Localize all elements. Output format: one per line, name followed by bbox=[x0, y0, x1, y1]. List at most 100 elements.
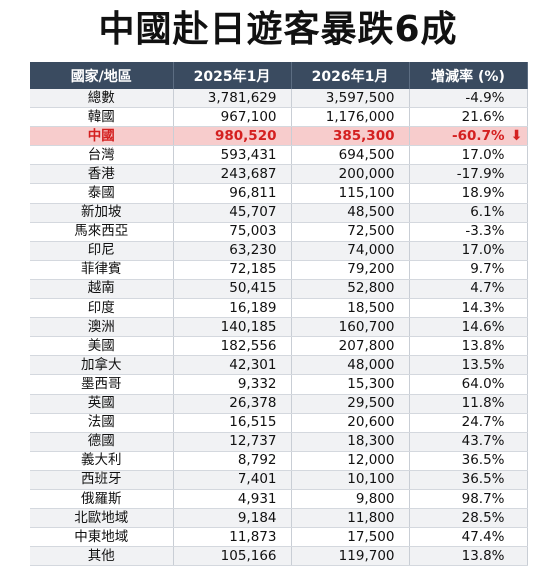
cell-change-rate: 64.0% bbox=[409, 374, 528, 395]
cell-2026-jan: 20,600 bbox=[291, 413, 410, 433]
cell-text: 9,800 bbox=[355, 490, 395, 507]
cell-text: 越南 bbox=[87, 280, 115, 297]
cell-2025-jan: 26,378 bbox=[173, 394, 292, 414]
cell-text: 11,873 bbox=[229, 528, 277, 545]
cell-text: 980,520 bbox=[215, 127, 277, 144]
table-row: 台灣 593,431 694,500 17.0% bbox=[30, 145, 528, 166]
visitor-table: 國家/地區 2025年1月 2026年1月 增減率 (%) 總數 3,781,62… bbox=[30, 62, 528, 566]
cell-change-rate: 11.8% bbox=[409, 394, 528, 414]
cell-2025-jan: 967,100 bbox=[173, 107, 292, 128]
cell-2026-jan: 48,000 bbox=[291, 355, 410, 376]
column-header-2026-jan: 2026年1月 bbox=[291, 62, 410, 89]
cell-text: 694,500 bbox=[338, 146, 395, 163]
cell-region: 加拿大 bbox=[30, 355, 174, 376]
table-row: 德國 12,737 18,300 43.7% bbox=[30, 432, 528, 452]
cell-2026-jan: 15,300 bbox=[291, 374, 410, 395]
cell-2025-jan: 140,185 bbox=[173, 317, 292, 338]
cell-region: 義大利 bbox=[30, 451, 174, 471]
cell-text: 28.5% bbox=[461, 509, 505, 526]
cell-region: 香港 bbox=[30, 164, 174, 185]
table-body: 總數 3,781,629 3,597,500 -4.9% 韓國 967,100 1,176,… bbox=[30, 89, 528, 566]
cell-text: 16,515 bbox=[229, 414, 277, 431]
cell-change-rate: 36.5% bbox=[409, 470, 528, 490]
table-row: 法國 16,515 20,600 24.7% bbox=[30, 413, 528, 433]
cell-text: 泰國 bbox=[87, 185, 115, 202]
cell-text: 墨西哥 bbox=[81, 375, 122, 392]
cell-text: 45,707 bbox=[229, 204, 277, 221]
cell-text: 42,301 bbox=[229, 356, 277, 373]
cell-change-rate: 4.7% bbox=[409, 279, 528, 300]
table-row: 澳洲 140,185 160,700 14.6% bbox=[30, 317, 528, 338]
cell-text: 9,184 bbox=[237, 509, 277, 526]
cell-text: 義大利 bbox=[81, 452, 122, 469]
cell-2025-jan: 50,415 bbox=[173, 279, 292, 300]
cell-2025-jan: 45,707 bbox=[173, 203, 292, 223]
cell-text: 4,931 bbox=[237, 490, 277, 507]
cell-2025-jan: 16,189 bbox=[173, 298, 292, 319]
cell-text: 182,556 bbox=[220, 337, 277, 354]
cell-text: 法國 bbox=[87, 414, 115, 431]
cell-change-rate: 17.0% bbox=[409, 145, 528, 166]
cell-2026-jan: 52,800 bbox=[291, 279, 410, 300]
table-row: 總數 3,781,629 3,597,500 -4.9% bbox=[30, 89, 528, 109]
cell-region: 新加坡 bbox=[30, 203, 174, 223]
cell-2025-jan: 105,166 bbox=[173, 546, 292, 566]
cell-region: 德國 bbox=[30, 432, 174, 452]
cell-2025-jan: 63,230 bbox=[173, 241, 292, 261]
cell-text: 43.7% bbox=[461, 433, 505, 450]
table-row: 墨西哥 9,332 15,300 64.0% bbox=[30, 374, 528, 395]
cell-text: 17,500 bbox=[347, 528, 395, 545]
cell-text: 48,500 bbox=[347, 204, 395, 221]
cell-text: 9.7% bbox=[470, 261, 505, 278]
cell-region: 澳洲 bbox=[30, 317, 174, 338]
cell-2025-jan: 12,737 bbox=[173, 432, 292, 452]
cell-2025-jan: 8,792 bbox=[173, 451, 292, 471]
cell-text: 4.7% bbox=[470, 280, 505, 297]
cell-text: 96,811 bbox=[229, 185, 277, 202]
table-row: 泰國 96,811 115,100 18.9% bbox=[30, 183, 528, 204]
cell-text: 馬來西亞 bbox=[74, 223, 129, 240]
cell-region: 中國 bbox=[30, 126, 174, 147]
cell-text: 18.9% bbox=[461, 185, 505, 202]
cell-2026-jan: 74,000 bbox=[291, 241, 410, 261]
cell-text: 18,300 bbox=[347, 433, 395, 450]
cell-text: 79,200 bbox=[347, 261, 395, 278]
cell-text: 72,185 bbox=[229, 261, 277, 278]
cell-text: 印尼 bbox=[87, 242, 115, 259]
cell-text: 6.1% bbox=[470, 204, 505, 221]
cell-text: 12,000 bbox=[347, 452, 395, 469]
table-row: 印尼 63,230 74,000 17.0% bbox=[30, 241, 528, 261]
cell-text: 7,401 bbox=[237, 471, 277, 488]
cell-text: 48,000 bbox=[347, 356, 395, 373]
cell-text: 1,176,000 bbox=[325, 108, 395, 125]
cell-region: 英國 bbox=[30, 394, 174, 414]
table-row: 中東地域 11,873 17,500 47.4% bbox=[30, 527, 528, 548]
cell-2025-jan: 11,873 bbox=[173, 527, 292, 548]
cell-text: 52,800 bbox=[347, 280, 395, 297]
cell-text: 140,185 bbox=[220, 318, 277, 335]
page-title: 中國赴日遊客暴跌6成 bbox=[98, 9, 458, 50]
cell-text: 11,800 bbox=[347, 509, 395, 526]
cell-2026-jan: 17,500 bbox=[291, 527, 410, 548]
cell-text: 韓國 bbox=[87, 108, 115, 125]
cell-2026-jan: 1,176,000 bbox=[291, 107, 410, 128]
cell-text: 74,000 bbox=[347, 242, 395, 259]
table-row: 馬來西亞 75,003 72,500 -3.3% bbox=[30, 222, 528, 242]
cell-text: 207,800 bbox=[338, 337, 395, 354]
cell-change-rate: 6.1% bbox=[409, 203, 528, 223]
cell-region: 越南 bbox=[30, 279, 174, 300]
cell-change-rate: -60.7% ⬇ bbox=[409, 126, 528, 147]
cell-text: 16,189 bbox=[229, 299, 277, 316]
cell-2025-jan: 7,401 bbox=[173, 470, 292, 490]
cell-2026-jan: 18,500 bbox=[291, 298, 410, 319]
cell-text: 29,500 bbox=[347, 395, 395, 412]
cell-text: 加拿大 bbox=[81, 356, 122, 373]
cell-text: 105,166 bbox=[220, 547, 277, 564]
cell-text: 其他 bbox=[87, 547, 115, 564]
cell-region: 其他 bbox=[30, 546, 174, 566]
cell-region: 美國 bbox=[30, 336, 174, 357]
cell-text: 中國 bbox=[87, 127, 115, 144]
cell-2025-jan: 9,184 bbox=[173, 508, 292, 529]
cell-text: 17.0% bbox=[461, 146, 505, 163]
cell-text: 8,792 bbox=[237, 452, 277, 469]
